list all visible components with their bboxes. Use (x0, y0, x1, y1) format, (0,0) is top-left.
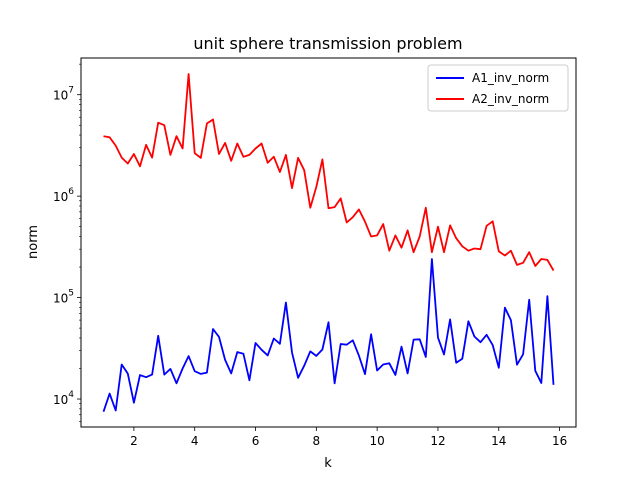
plot-series-group (102, 73, 555, 412)
x-tick-label: 6 (252, 434, 260, 448)
x-tick-label: 10 (370, 434, 385, 448)
y-axis-label: norm (26, 225, 41, 259)
x-tick-label: 4 (191, 434, 199, 448)
series-line-2 (103, 73, 555, 271)
x-tick-label: 2 (130, 434, 138, 448)
series-line-1 (102, 258, 555, 412)
x-tick-label: 8 (313, 434, 321, 448)
plot-frame (80, 57, 577, 428)
x-tick-label: 14 (491, 434, 506, 448)
y-tick-label: 107 (53, 86, 74, 103)
y-axis: 104 105 106 107 (53, 63, 81, 422)
y-tick-label: 104 (53, 390, 74, 407)
legend-label: A1_inv_norm (472, 71, 549, 85)
x-tick-label: 16 (552, 434, 567, 448)
legend: A1_inv_norm A2_inv_norm (427, 64, 569, 112)
y-tick-label: 105 (53, 289, 74, 306)
x-axis-label: k (324, 456, 332, 471)
chart-title: unit sphere transmission problem (193, 34, 462, 53)
x-tick-label: 12 (430, 434, 445, 448)
x-axis: 2 4 6 8 10 12 14 16 (130, 427, 567, 448)
y-tick-label: 106 (53, 187, 74, 204)
legend-label: A2_inv_norm (472, 92, 549, 106)
